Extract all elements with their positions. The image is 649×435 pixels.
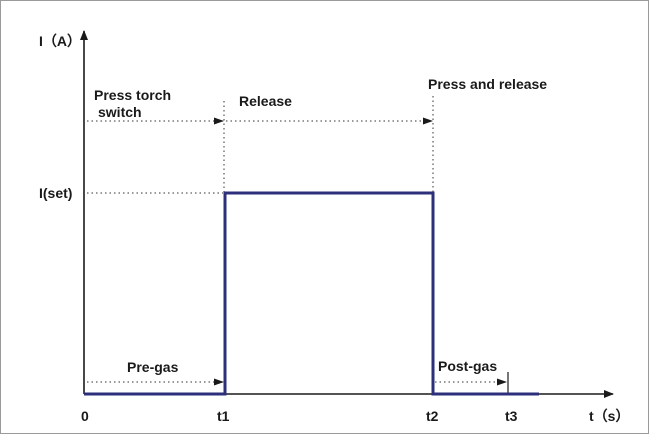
annotation-post-gas: Post-gas [438, 358, 497, 374]
time-mark-t2: t2 [426, 408, 439, 424]
current-waveform [84, 191, 539, 396]
annotation-pre-gas: Pre-gas [127, 359, 179, 375]
annotation-release: Release [239, 93, 292, 109]
annotation-press-torch-line2: switch [98, 104, 142, 120]
level-label-iset: I(set) [39, 185, 72, 201]
annotation-press-and-release: Press and release [428, 76, 547, 92]
origin-label: 0 [81, 408, 89, 424]
y-axis-label: I（A） [39, 33, 81, 49]
annotation-press-torch-line1: Press torch [94, 87, 171, 103]
time-mark-t3: t3 [505, 408, 518, 424]
time-mark-t1: t1 [217, 408, 230, 424]
x-axis-label: t（s） [589, 408, 629, 424]
